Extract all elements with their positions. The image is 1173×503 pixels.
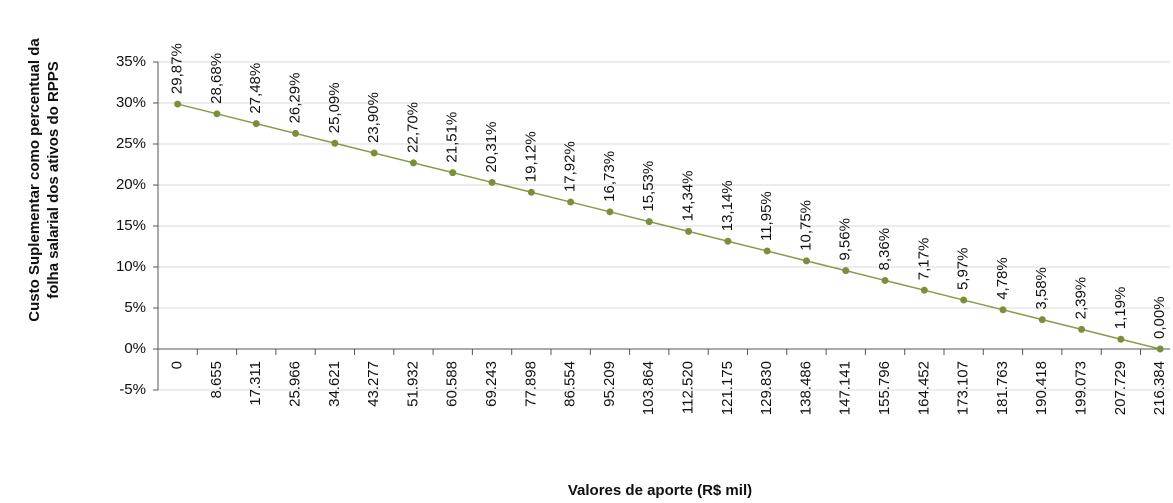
data-label: 25,09% [326,82,343,133]
x-tick-label: 181.763 [994,361,1011,415]
point [920,286,928,294]
point [999,306,1007,314]
x-tick-label: 121.175 [719,361,736,415]
point [1117,335,1125,343]
point [842,267,850,275]
y-axis-title: Custo Suplementar como percentual da [26,38,43,322]
y-tick-label: 15% [116,217,146,234]
data-label: 29,87% [169,43,186,94]
x-tick-label: 164.452 [915,361,932,415]
point [292,129,300,137]
x-tick-label: 17.311 [247,361,264,406]
point [213,110,221,118]
x-tick-label: 147.141 [837,361,854,415]
data-label: 21,51% [444,112,461,163]
data-label: 10,75% [797,200,814,251]
data-label: 23,90% [365,92,382,143]
point [567,198,575,206]
x-tick-label: 173.107 [955,361,972,415]
data-label: 15,53% [640,161,657,212]
data-label: 1,19% [1112,287,1129,330]
point [409,159,417,167]
x-tick-label: 69.243 [483,361,500,407]
point [174,100,182,108]
point [488,178,496,186]
data-label: 22,70% [404,102,421,153]
data-label: 17,92% [562,141,579,192]
x-tick-label: 103.864 [640,361,657,415]
data-label: 11,95% [758,191,775,241]
x-tick-label: 112.520 [680,361,697,414]
data-label: 28,68% [208,53,225,104]
point [960,296,968,304]
point [1078,325,1086,333]
x-tick-label: 0 [169,361,186,369]
x-tick-label: 216.384 [1151,361,1168,415]
y-tick-label: 10% [116,258,146,275]
x-tick-label: 43.277 [365,361,382,407]
point [763,247,771,255]
data-label: 8,36% [876,228,893,271]
x-tick-label: 155.796 [876,361,893,415]
data-label: 2,39% [1073,277,1090,320]
x-tick-label: 34.621 [326,361,343,407]
point [1156,345,1164,353]
x-tick-label: 77.898 [522,361,539,407]
y-tick-label: 5% [124,299,146,316]
x-tick-label: 51.932 [404,361,421,407]
point [881,276,889,284]
point [606,208,614,216]
x-tick-label: 8.655 [208,361,225,399]
y-tick-label: 25% [116,135,146,152]
data-label: 5,97% [955,247,972,290]
data-label: 26,29% [287,73,304,124]
data-label: 14,34% [680,171,697,222]
data-label: 16,73% [601,151,618,202]
y-tick-label: 20% [116,176,146,193]
x-tick-label: 207.729 [1112,361,1129,415]
data-label: 20,31% [483,122,500,173]
series-line [177,103,1161,350]
y-tick-label: 35% [116,53,146,70]
y-tick-label: 0% [124,340,146,357]
x-axis-title: Valores de aporte (R$ mil) [568,482,752,499]
data-label: 7,17% [915,238,932,281]
data-label: 0,00% [1151,296,1168,339]
x-tick-label: 190.418 [1033,361,1050,415]
point [527,188,535,196]
point [370,149,378,157]
x-tick-label: 199.073 [1073,361,1090,415]
x-tick-label: 86.554 [562,361,579,407]
point [331,139,339,147]
point [252,120,260,128]
data-label: 9,56% [837,218,854,261]
data-label: 27,48% [247,63,264,114]
data-label: 3,58% [1033,267,1050,310]
point [1038,316,1046,324]
y-tick-label: -5% [119,381,146,398]
y-tick-label: 30% [116,94,146,111]
point [724,237,732,245]
x-tick-label: 129.830 [758,361,775,415]
point [685,227,693,235]
data-label: 4,78% [994,257,1011,300]
point [802,257,810,265]
point [645,218,653,226]
x-tick-label: 60.588 [444,361,461,407]
x-tick-label: 138.486 [797,361,814,415]
x-tick-label: 25.966 [287,361,304,407]
data-label: 13,14% [719,180,736,231]
point [449,169,457,177]
y-axis-title: folha salarial dos ativos do RPPS [45,61,62,299]
x-tick-label: 95.209 [601,361,618,407]
data-label: 19,12% [522,131,539,182]
